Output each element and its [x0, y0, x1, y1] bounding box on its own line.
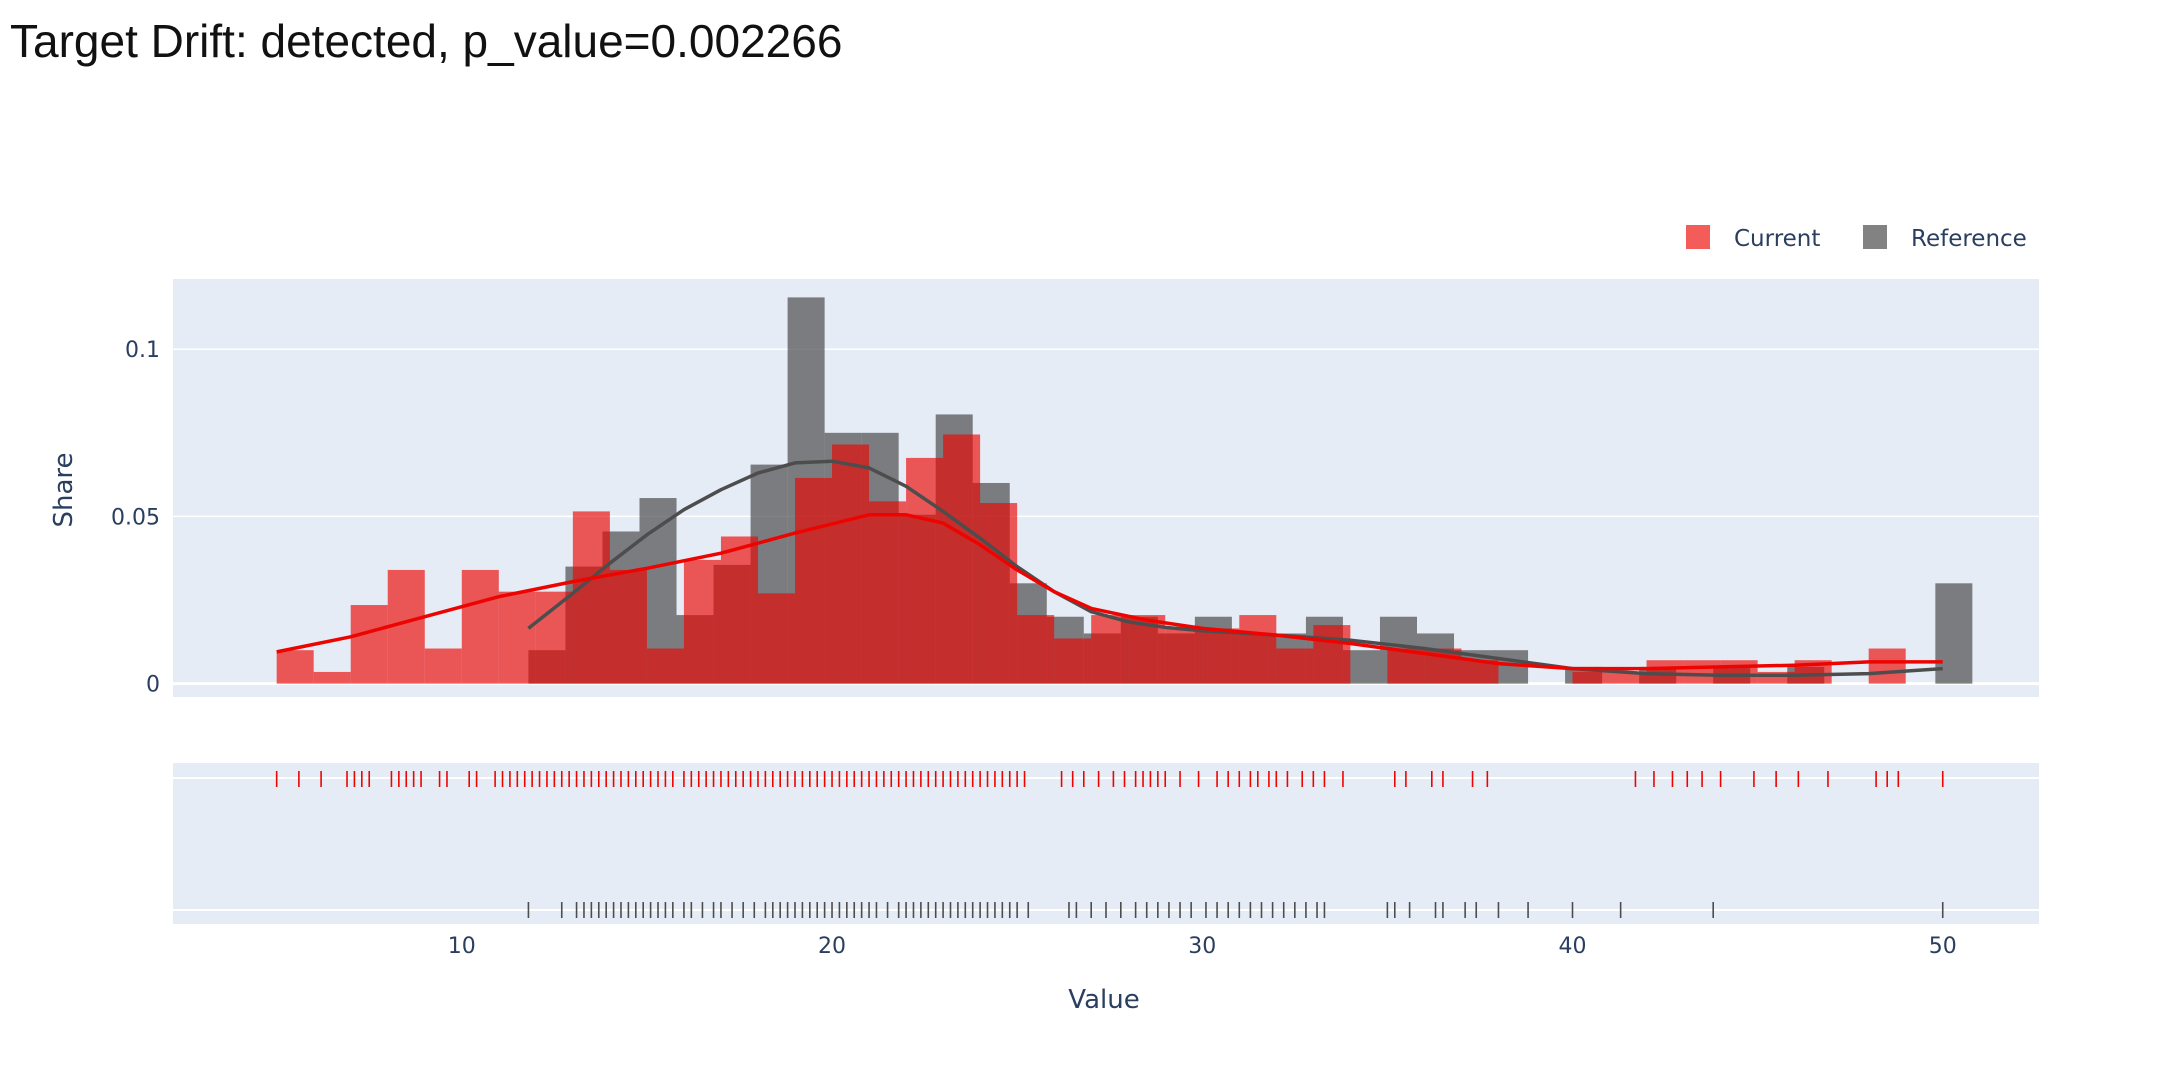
bar-current[interactable]	[1757, 671, 1795, 684]
bar-current[interactable]	[1202, 628, 1240, 684]
bar-current[interactable]	[276, 650, 314, 684]
y-tick-label: 0.1	[125, 338, 160, 363]
x-axis-title: Value	[1068, 985, 1139, 1015]
bar-current[interactable]	[943, 434, 981, 684]
bar-current[interactable]	[350, 605, 388, 684]
x-tick-label: 50	[1929, 934, 1957, 959]
bar-current[interactable]	[1572, 671, 1610, 684]
x-tick-label: 30	[1188, 934, 1216, 959]
bar-current[interactable]	[313, 671, 351, 684]
legend-swatch-current[interactable]	[1686, 225, 1710, 249]
bar-current[interactable]	[1868, 648, 1906, 684]
page-title: Target Drift: detected, p_value=0.002266	[10, 15, 843, 67]
bar-current[interactable]	[1276, 648, 1314, 684]
legend: Current Reference	[1686, 225, 2027, 252]
bar-reference[interactable]	[1935, 583, 1973, 684]
histogram-plot[interactable]	[173, 279, 2039, 697]
bar-current[interactable]	[832, 444, 870, 684]
bar-current[interactable]	[1461, 660, 1499, 684]
bar-current[interactable]	[720, 536, 758, 684]
bar-current[interactable]	[1054, 638, 1092, 684]
bar-current[interactable]	[1609, 671, 1647, 684]
bar-current[interactable]	[869, 501, 907, 684]
bar-current[interactable]	[980, 503, 1018, 684]
x-tick-label: 20	[818, 934, 846, 959]
bar-current[interactable]	[1165, 626, 1203, 684]
bar-current[interactable]	[572, 511, 610, 684]
bar-current[interactable]	[1683, 660, 1721, 684]
x-tick-label: 40	[1559, 934, 1587, 959]
bar-current[interactable]	[757, 593, 795, 684]
bar-current[interactable]	[646, 648, 684, 684]
legend-label-current[interactable]: Current	[1734, 226, 1820, 252]
rug-background	[173, 763, 2039, 924]
y-tick-label: 0.05	[111, 505, 160, 530]
rug-plot[interactable]	[173, 763, 2039, 924]
x-tick-label: 10	[448, 934, 476, 959]
bar-current[interactable]	[424, 648, 462, 684]
bar-current[interactable]	[1017, 615, 1055, 684]
axes: 10 20 30 40 50 0 0.05 0.1	[111, 338, 1957, 959]
bar-current[interactable]	[1091, 615, 1129, 684]
bar-current[interactable]	[461, 569, 499, 684]
bar-current[interactable]	[683, 559, 721, 684]
y-axis-title: Share	[49, 452, 79, 527]
bar-current[interactable]	[535, 591, 573, 684]
bar-current[interactable]	[1313, 625, 1351, 684]
legend-swatch-reference[interactable]	[1863, 225, 1887, 249]
bar-current[interactable]	[1646, 660, 1684, 684]
bar-current[interactable]	[609, 569, 647, 684]
y-tick-label: 0	[146, 673, 160, 698]
bar-current[interactable]	[795, 477, 833, 684]
kde-line-current[interactable]	[276, 513, 1943, 671]
bar-current[interactable]	[1239, 615, 1277, 684]
bar-current[interactable]	[498, 591, 536, 684]
bar-current[interactable]	[906, 457, 944, 684]
legend-label-reference[interactable]: Reference	[1911, 226, 2027, 252]
bar-current[interactable]	[1720, 660, 1758, 684]
